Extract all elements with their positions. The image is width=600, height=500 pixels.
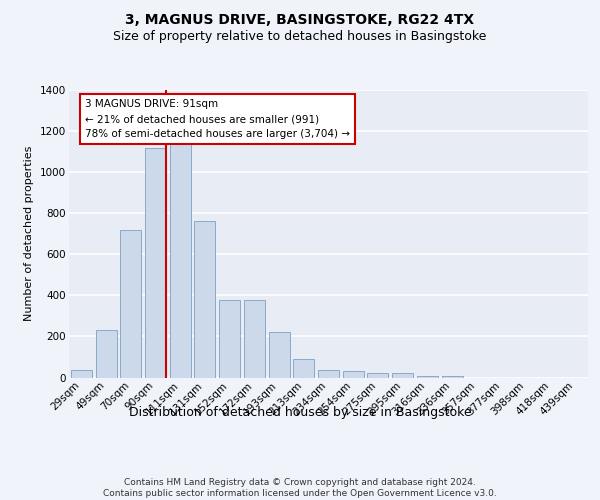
Text: Size of property relative to detached houses in Basingstoke: Size of property relative to detached ho… [113, 30, 487, 43]
Text: Contains HM Land Registry data © Crown copyright and database right 2024.
Contai: Contains HM Land Registry data © Crown c… [103, 478, 497, 498]
Bar [343, 372, 364, 378]
Bar [71, 370, 92, 378]
Bar [318, 370, 339, 378]
Text: 3 MAGNUS DRIVE: 91sqm
← 21% of detached houses are smaller (991)
78% of semi-det: 3 MAGNUS DRIVE: 91sqm ← 21% of detached … [85, 99, 350, 139]
Text: Distribution of detached houses by size in Basingstoke: Distribution of detached houses by size … [128, 406, 472, 419]
Y-axis label: Number of detached properties: Number of detached properties [25, 146, 34, 322]
Bar [269, 332, 290, 378]
Bar [194, 222, 215, 378]
Bar [392, 373, 413, 378]
Bar [442, 376, 463, 378]
Bar [170, 144, 191, 378]
Bar [367, 373, 388, 378]
Bar [244, 300, 265, 378]
Bar [219, 300, 240, 378]
Bar [293, 359, 314, 378]
Bar [417, 376, 438, 378]
Bar [95, 330, 116, 378]
Bar [145, 148, 166, 378]
Bar [120, 230, 141, 378]
Text: 3, MAGNUS DRIVE, BASINGSTOKE, RG22 4TX: 3, MAGNUS DRIVE, BASINGSTOKE, RG22 4TX [125, 12, 475, 26]
